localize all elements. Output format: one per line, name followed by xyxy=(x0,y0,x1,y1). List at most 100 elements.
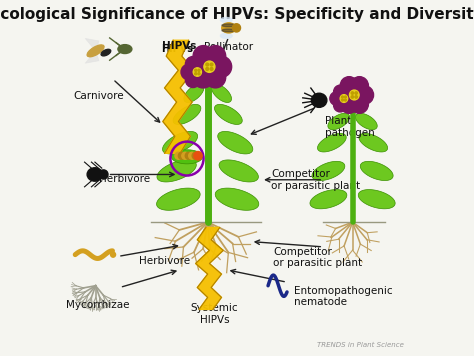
Text: HIPVs: HIPVs xyxy=(161,44,192,54)
Circle shape xyxy=(341,96,343,98)
Ellipse shape xyxy=(220,17,232,23)
Circle shape xyxy=(195,69,197,72)
Circle shape xyxy=(194,152,202,160)
Circle shape xyxy=(193,68,201,76)
Polygon shape xyxy=(359,134,388,152)
Ellipse shape xyxy=(118,44,132,53)
Ellipse shape xyxy=(222,23,236,33)
Text: Entomopathogenic
nematode: Entomopathogenic nematode xyxy=(294,286,392,307)
Circle shape xyxy=(345,92,358,105)
Ellipse shape xyxy=(222,24,236,27)
Circle shape xyxy=(175,152,182,159)
Ellipse shape xyxy=(87,45,104,57)
Circle shape xyxy=(182,152,189,159)
Text: Ecological Significance of HIPVs: Specificity and Diversity: Ecological Significance of HIPVs: Specif… xyxy=(0,7,474,22)
Polygon shape xyxy=(215,104,242,125)
Text: Systemic
HIPVs: Systemic HIPVs xyxy=(191,303,238,325)
Polygon shape xyxy=(360,161,393,180)
Polygon shape xyxy=(196,227,223,309)
Circle shape xyxy=(187,56,208,77)
Circle shape xyxy=(185,152,192,159)
Polygon shape xyxy=(328,113,350,130)
Ellipse shape xyxy=(220,33,232,39)
Circle shape xyxy=(349,90,359,100)
Text: Carnivore: Carnivore xyxy=(74,91,124,101)
Circle shape xyxy=(351,92,354,94)
Circle shape xyxy=(204,61,215,72)
Text: Pollinator: Pollinator xyxy=(204,42,253,52)
Text: Herbivore: Herbivore xyxy=(100,174,150,184)
Circle shape xyxy=(334,85,346,99)
Text: Competitor
or parasitic plant: Competitor or parasitic plant xyxy=(272,169,361,190)
Circle shape xyxy=(350,77,368,95)
Circle shape xyxy=(330,92,343,105)
Text: TRENDS in Plant Science: TRENDS in Plant Science xyxy=(318,342,404,348)
Text: HIPVs: HIPVs xyxy=(162,41,197,51)
Circle shape xyxy=(206,63,209,66)
Text: Competitor
or parasitic plant: Competitor or parasitic plant xyxy=(273,247,362,268)
Circle shape xyxy=(205,67,226,88)
Polygon shape xyxy=(318,134,346,152)
Circle shape xyxy=(110,252,116,257)
Polygon shape xyxy=(157,160,196,182)
Polygon shape xyxy=(219,160,258,182)
Circle shape xyxy=(341,85,354,99)
Circle shape xyxy=(210,63,213,66)
Circle shape xyxy=(189,152,196,159)
Polygon shape xyxy=(173,104,201,125)
Circle shape xyxy=(341,99,343,101)
Text: Mycorrhizae: Mycorrhizae xyxy=(65,300,129,310)
Circle shape xyxy=(198,73,200,75)
Polygon shape xyxy=(218,131,253,154)
Circle shape xyxy=(340,95,348,103)
Circle shape xyxy=(185,72,201,88)
Circle shape xyxy=(192,152,199,159)
Circle shape xyxy=(205,46,226,67)
Polygon shape xyxy=(211,84,231,103)
Ellipse shape xyxy=(87,168,103,181)
Circle shape xyxy=(340,77,358,95)
Circle shape xyxy=(355,96,357,98)
Polygon shape xyxy=(156,188,200,210)
Circle shape xyxy=(355,92,357,94)
Circle shape xyxy=(178,152,185,159)
Polygon shape xyxy=(215,188,259,210)
Circle shape xyxy=(341,99,354,112)
Polygon shape xyxy=(172,150,202,164)
Polygon shape xyxy=(163,131,198,154)
Circle shape xyxy=(198,69,200,72)
Polygon shape xyxy=(310,190,347,209)
Polygon shape xyxy=(184,84,204,103)
Circle shape xyxy=(194,57,210,72)
Circle shape xyxy=(193,46,214,67)
Circle shape xyxy=(210,68,213,70)
Circle shape xyxy=(356,86,374,104)
Circle shape xyxy=(206,68,209,70)
Circle shape xyxy=(334,99,346,112)
Circle shape xyxy=(211,56,232,77)
Polygon shape xyxy=(85,38,99,51)
Circle shape xyxy=(232,24,240,32)
Circle shape xyxy=(181,64,196,80)
Circle shape xyxy=(195,73,197,75)
Text: Plant
pathogen: Plant pathogen xyxy=(325,116,375,138)
Circle shape xyxy=(350,95,368,113)
Circle shape xyxy=(351,96,354,98)
Polygon shape xyxy=(358,190,395,209)
Ellipse shape xyxy=(101,49,111,56)
Polygon shape xyxy=(356,113,377,130)
Circle shape xyxy=(340,95,358,113)
Polygon shape xyxy=(85,51,99,63)
Circle shape xyxy=(99,170,108,179)
Ellipse shape xyxy=(222,29,236,32)
Circle shape xyxy=(194,72,210,88)
Circle shape xyxy=(335,86,353,104)
Circle shape xyxy=(193,67,214,88)
Polygon shape xyxy=(312,161,345,180)
Circle shape xyxy=(199,64,214,80)
Polygon shape xyxy=(163,40,194,153)
Circle shape xyxy=(345,99,346,101)
Circle shape xyxy=(185,57,201,72)
Circle shape xyxy=(345,96,346,98)
Text: Herbivore: Herbivore xyxy=(139,256,190,266)
